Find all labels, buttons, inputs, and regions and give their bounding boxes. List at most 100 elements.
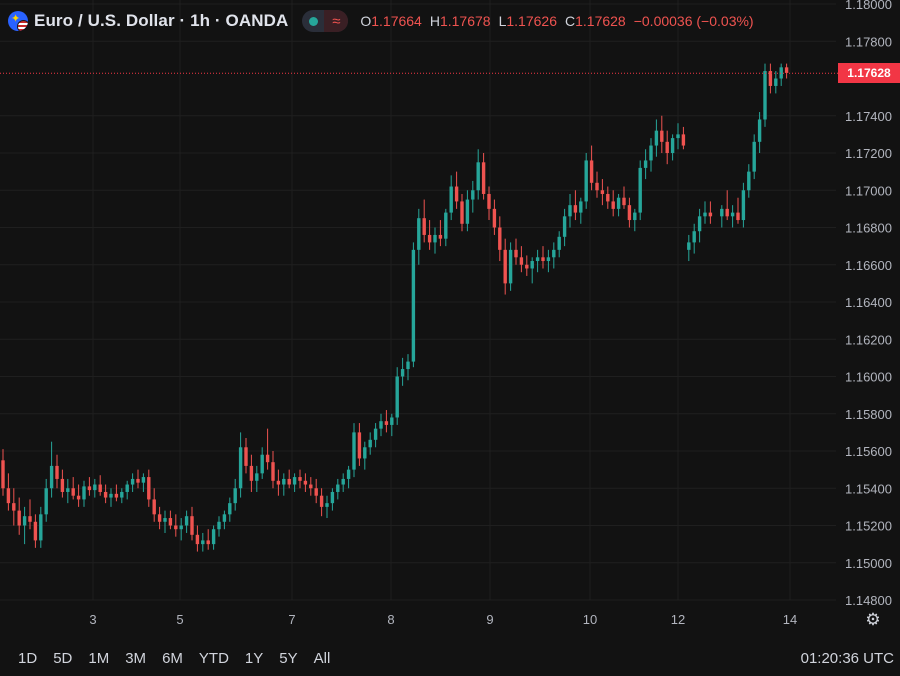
candle-body — [87, 486, 92, 491]
candle-body — [530, 261, 534, 269]
x-tick-label: 7 — [288, 612, 295, 627]
candle-body — [503, 249, 507, 284]
candle-body — [487, 193, 491, 209]
candle-body — [449, 186, 453, 213]
candle-body — [363, 447, 367, 459]
candle-body — [314, 488, 318, 496]
candle-body — [238, 447, 243, 489]
symbol-title[interactable]: Euro / U.S. Dollar · 1h · OANDA — [34, 11, 289, 30]
candle-body — [373, 428, 378, 440]
candle-body — [611, 201, 615, 209]
candle-body — [498, 227, 502, 250]
candle-body — [136, 478, 140, 483]
candle-body — [525, 264, 529, 269]
range-button-1m[interactable]: 1M — [88, 649, 110, 667]
candle-body — [163, 518, 167, 522]
range-button-5d[interactable]: 5D — [53, 649, 73, 667]
candle-body — [492, 208, 497, 228]
y-tick-label: 1.15000 — [845, 556, 892, 571]
candle-body — [730, 212, 735, 217]
candle-body — [736, 212, 740, 221]
candle-body — [303, 480, 308, 485]
candle-body — [82, 486, 86, 500]
candle-body — [622, 197, 626, 206]
market-open-dot-icon[interactable] — [302, 10, 324, 32]
candle-body — [384, 421, 389, 425]
candle-body — [55, 465, 59, 479]
candle-body — [638, 167, 642, 213]
candle-body — [336, 484, 340, 492]
candle-body — [579, 201, 583, 213]
candle-body — [481, 162, 486, 194]
candle-body — [649, 145, 653, 161]
candle-body — [319, 495, 324, 507]
x-tick-label: 9 — [486, 612, 493, 627]
candle-body — [368, 439, 372, 448]
settings-gear-icon[interactable]: ⚙ — [865, 610, 881, 629]
candle-body — [519, 257, 524, 265]
candle-body — [535, 257, 540, 262]
y-tick-label: 1.18000 — [845, 0, 892, 12]
candle-body — [633, 212, 637, 221]
y-tick-label: 1.17000 — [845, 183, 892, 198]
y-tick-label: 1.16400 — [845, 295, 892, 310]
candle-body — [568, 205, 572, 217]
range-button-1d[interactable]: 1D — [18, 649, 38, 667]
candle-body — [687, 242, 691, 250]
candle-body — [471, 190, 475, 200]
candle-body — [595, 182, 599, 191]
candle-body — [665, 141, 669, 153]
candle-body — [211, 529, 216, 545]
candle-body — [670, 138, 675, 153]
candle-body — [400, 369, 405, 377]
y-tick-label: 1.15800 — [845, 407, 892, 422]
y-tick-label: 1.14800 — [845, 593, 892, 608]
candle-body — [44, 488, 48, 515]
bottom-toolbar: 1D 5D 1M 3M 6M YTD 1Y 5Y All 01:20:36 UTC — [0, 640, 900, 676]
range-button-3m[interactable]: 3M — [125, 649, 147, 667]
y-tick-label: 1.16200 — [845, 332, 892, 347]
candle-body — [330, 491, 335, 504]
candle-body — [411, 249, 416, 362]
y-tick-label: 1.17200 — [845, 146, 892, 161]
candle-body — [757, 119, 762, 142]
candle-body — [17, 510, 21, 526]
range-button-all[interactable]: All — [313, 649, 331, 667]
candle-body — [76, 495, 81, 500]
last-price-label: 1.17628 — [838, 63, 900, 84]
ohlc-close: C1.17628 — [564, 13, 626, 29]
candle-body — [460, 201, 464, 224]
candle-body — [417, 218, 421, 250]
range-button-6m[interactable]: 6M — [162, 649, 183, 667]
candle-body — [174, 525, 178, 530]
market-status-pill[interactable]: ≈ — [302, 10, 349, 32]
candle-body — [103, 491, 108, 498]
candle-body — [222, 514, 227, 522]
data-wave-icon[interactable]: ≈ — [324, 10, 349, 32]
candle-body — [444, 212, 448, 239]
candle-body — [438, 234, 443, 239]
candle-body — [130, 478, 135, 485]
candle-body — [298, 477, 302, 481]
candle-body — [779, 67, 783, 79]
range-button-5y[interactable]: 5Y — [279, 649, 298, 667]
candle-body — [741, 190, 746, 221]
candle-body — [697, 216, 702, 232]
candle-body — [514, 249, 518, 258]
x-tick-label: 12 — [671, 612, 685, 627]
candle-body — [98, 484, 102, 492]
candle-body — [195, 534, 200, 545]
candle-body — [654, 130, 659, 146]
x-tick-label: 10 — [583, 612, 597, 627]
utc-clock[interactable]: 01:20:36 UTC — [800, 649, 894, 667]
range-button-1y[interactable]: 1Y — [244, 649, 264, 667]
candle-body — [309, 484, 313, 489]
candle-body — [725, 208, 729, 217]
candle-body — [406, 361, 410, 370]
y-tick-label: 1.15600 — [845, 444, 892, 459]
range-button-ytd[interactable]: YTD — [198, 649, 229, 667]
candle-body — [6, 488, 11, 504]
eur-usd-flag-icon[interactable]: ✦ — [8, 11, 28, 31]
y-tick-label: 1.16600 — [845, 258, 892, 273]
